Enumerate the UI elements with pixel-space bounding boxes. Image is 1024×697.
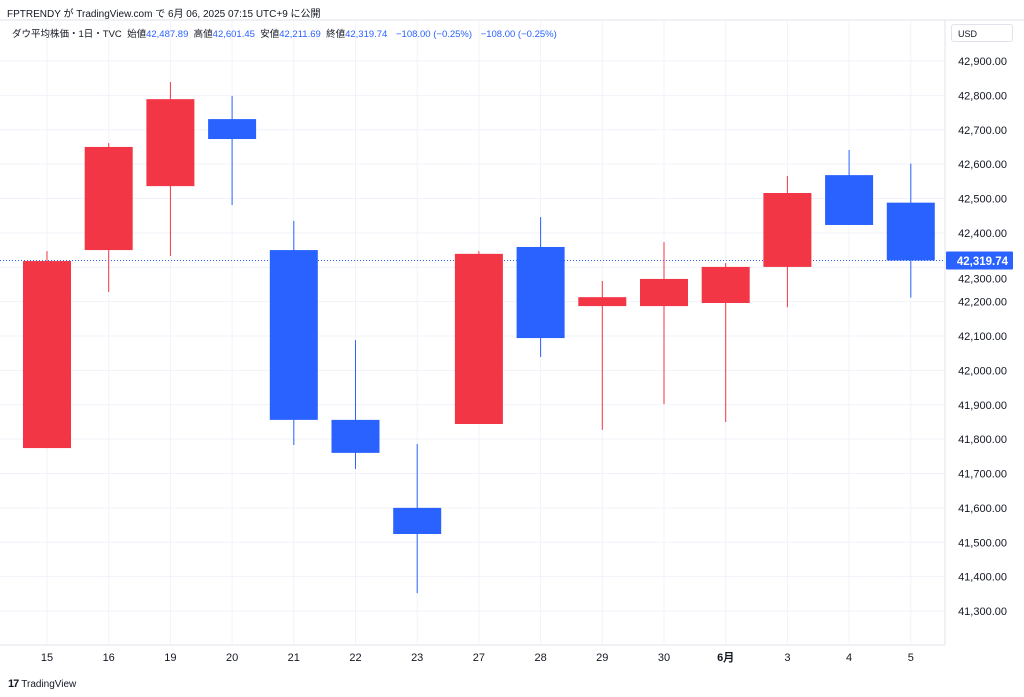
x-tick-label: 20 xyxy=(226,652,238,664)
y-tick-label: 42,000.00 xyxy=(958,365,1007,377)
x-tick-label: 5 xyxy=(908,652,914,664)
candle-body xyxy=(886,202,935,261)
y-tick-label: 42,300.00 xyxy=(958,273,1007,285)
candle-body xyxy=(763,193,812,267)
y-tick-label: 41,500.00 xyxy=(958,537,1007,549)
y-tick-label: 42,900.00 xyxy=(958,56,1007,68)
candle-body xyxy=(23,261,71,449)
open-label: 始値 xyxy=(127,29,147,40)
y-tick-label: 42,600.00 xyxy=(958,159,1007,171)
x-tick-label: 4 xyxy=(846,652,852,664)
candle-body xyxy=(208,119,257,140)
brand-label: TradingView xyxy=(21,678,77,690)
published-caption: FPTRENDY が TradingView.com で 6月 06, 2025… xyxy=(7,9,321,20)
x-tick-label: 28 xyxy=(534,652,546,664)
tradingview-logo[interactable]: 17 TradingView xyxy=(8,678,76,690)
low-label: 安値 xyxy=(260,29,280,40)
last-price-label: 42,319.74 xyxy=(957,256,1009,268)
close-value: 42,319.74 xyxy=(345,29,388,40)
change-value: −108.00 (−0.25%) xyxy=(395,29,473,40)
x-tick-label: 30 xyxy=(658,652,670,664)
x-tick-label: 27 xyxy=(473,652,485,664)
candle-body xyxy=(640,278,688,307)
open-value: 42,487.89 xyxy=(146,29,189,40)
y-tick-label: 41,700.00 xyxy=(958,469,1007,481)
y-tick-label: 41,800.00 xyxy=(958,434,1007,446)
change-value-2: −108.00 (−0.25%) xyxy=(480,29,557,40)
y-tick-label: 41,300.00 xyxy=(958,606,1007,618)
x-tick-label: 6月 xyxy=(717,651,734,664)
candle-body xyxy=(578,297,627,307)
last-price-badge xyxy=(946,251,1013,270)
y-tick-label: 41,400.00 xyxy=(958,572,1007,584)
y-tick-label: 42,700.00 xyxy=(958,125,1007,137)
y-tick-label: 42,200.00 xyxy=(958,297,1007,309)
candle-body xyxy=(146,99,195,187)
candle-body xyxy=(516,246,565,339)
y-tick-label: 42,800.00 xyxy=(958,90,1007,102)
low-value: 42,211.69 xyxy=(279,29,321,40)
high-value: 42,601.45 xyxy=(212,29,255,40)
y-tick-label: 41,900.00 xyxy=(958,400,1007,412)
x-tick-label: 19 xyxy=(164,652,176,664)
close-label: 終値 xyxy=(326,29,346,40)
currency-button[interactable]: USD xyxy=(951,24,1013,42)
y-tick-label: 42,100.00 xyxy=(958,331,1007,343)
x-tick-label: 15 xyxy=(41,652,53,664)
tv-logo-icon: 17 xyxy=(8,678,19,690)
x-tick-label: 22 xyxy=(349,652,361,664)
candle-body xyxy=(393,507,442,534)
x-tick-label: 3 xyxy=(784,652,790,664)
candle-body xyxy=(701,266,750,303)
candle-body xyxy=(269,250,318,420)
x-tick-label: 23 xyxy=(411,652,423,664)
candle-body xyxy=(454,253,503,424)
ohlc-legend: ダウ平均株価・1日・TVC 始値42,487.89 高値42,601.45 安値… xyxy=(12,26,557,40)
y-tick-label: 42,500.00 xyxy=(958,194,1007,206)
y-tick-label: 41,600.00 xyxy=(958,503,1007,515)
x-tick-label: 16 xyxy=(103,652,115,664)
x-tick-label: 21 xyxy=(288,652,300,664)
x-tick-label: 29 xyxy=(596,652,608,664)
high-label: 高値 xyxy=(193,29,213,40)
y-tick-label: 42,400.00 xyxy=(958,228,1007,240)
symbol-label: ダウ平均株価・1日・TVC xyxy=(12,29,122,40)
candle-body xyxy=(84,146,133,251)
candle-body xyxy=(331,419,380,453)
candle-body xyxy=(825,175,874,225)
